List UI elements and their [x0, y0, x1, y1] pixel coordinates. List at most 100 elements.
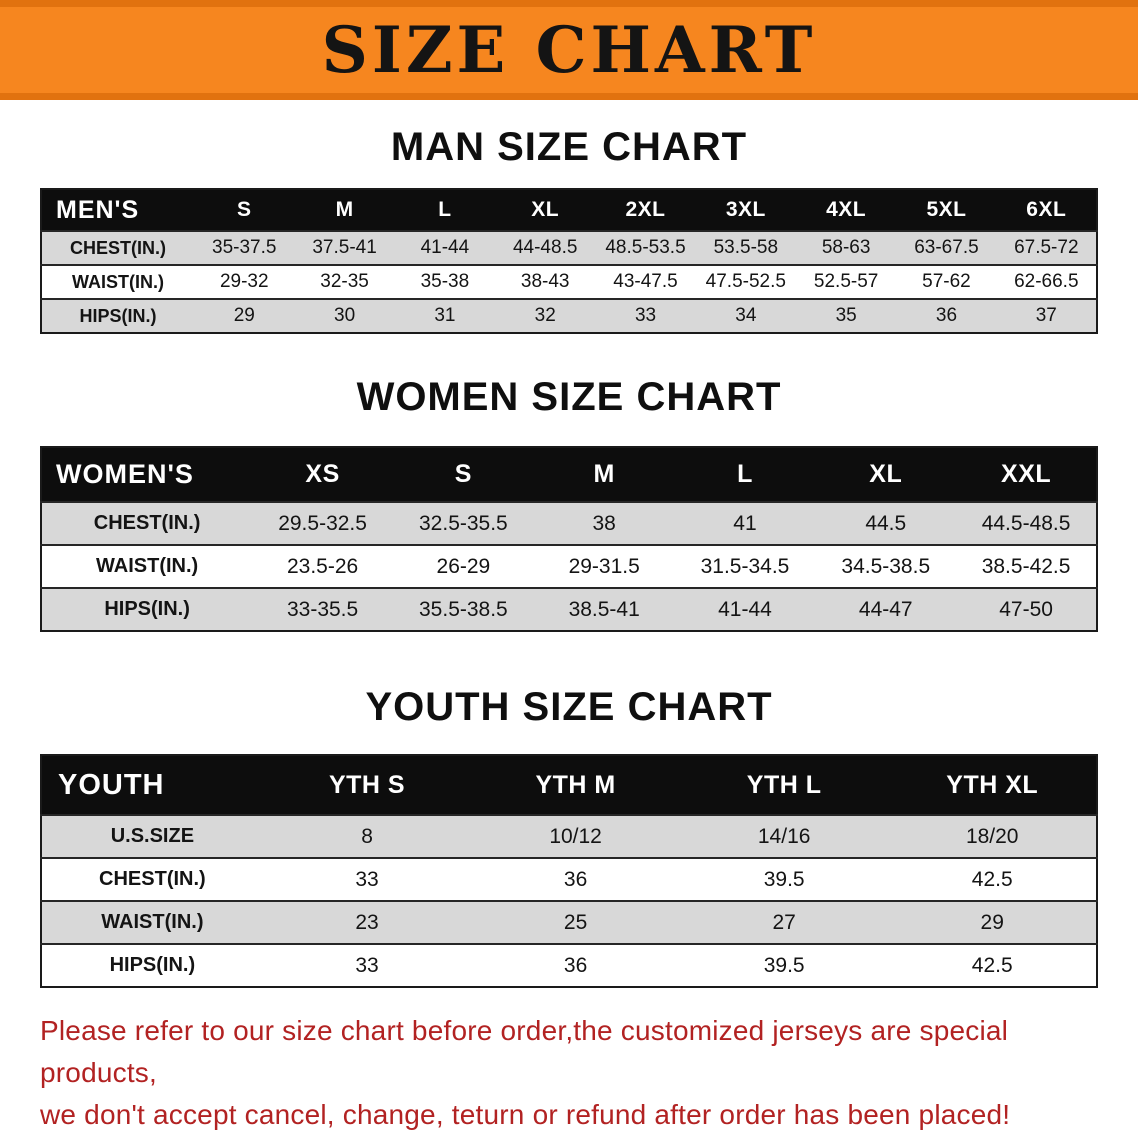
size-value-cell: 31 — [394, 298, 496, 333]
banner-title: SIZE CHART — [321, 12, 817, 88]
size-column-header: YTH XL — [888, 755, 1097, 815]
size-column-header: M — [533, 447, 675, 502]
youth-section-heading: YOUTH SIZE CHART — [365, 685, 773, 729]
size-value-cell: 44.5 — [815, 501, 957, 545]
size-value-cell: 44-48.5 — [495, 230, 596, 265]
size-value-cell: 47.5-52.5 — [695, 264, 796, 299]
size-value-cell: 10/12 — [471, 814, 680, 858]
size-value-cell: 38.5-42.5 — [956, 544, 1097, 588]
women-table-wrap: WOMEN'S XS S M L XL XXL CHEST(IN.) 29.5-32.5 32.5… — [40, 446, 1098, 632]
size-value-cell: 18/20 — [888, 814, 1097, 858]
size-value-cell: 38-43 — [495, 264, 596, 299]
table-row: U.S.SIZE 8 10/12 14/16 18/20 — [41, 814, 1097, 858]
size-value-cell: 44.5-48.5 — [956, 501, 1097, 545]
men-size-table: MEN'S S M L XL 2XL 3XL 4XL 5XL 6XL CHEST(IN.) 35-37… — [40, 188, 1098, 334]
disclaimer-line-2: we don't accept cancel, change, teturn o… — [40, 1099, 1011, 1130]
size-column-header: L — [394, 189, 496, 231]
size-value-cell: 29 — [888, 900, 1097, 944]
table-row: WAIST(IN.) 23 25 27 29 — [41, 900, 1097, 944]
size-value-cell: 38.5-41 — [533, 587, 675, 631]
header-row: MEN'S S M L XL 2XL 3XL 4XL 5XL 6XL — [41, 189, 1097, 231]
size-value-cell: 39.5 — [679, 943, 889, 987]
size-value-cell: 25 — [471, 900, 680, 944]
size-column-header: XS — [252, 447, 393, 502]
size-value-cell: 62-66.5 — [996, 264, 1097, 299]
size-column-header: XL — [815, 447, 957, 502]
table-row: HIPS(IN.) 33-35.5 35.5-38.5 38.5-41 41-44 44-… — [41, 587, 1097, 631]
size-column-header: YTH L — [679, 755, 889, 815]
size-column-header: 6XL — [996, 189, 1097, 231]
size-value-cell: 32.5-35.5 — [392, 501, 534, 545]
size-value-cell: 23 — [262, 900, 472, 944]
table-row: CHEST(IN.) 29.5-32.5 32.5-35.5 38 41 44.5 44.5… — [41, 501, 1097, 545]
measurement-row-label: HIPS(IN.) — [41, 943, 263, 987]
measurement-row-label: HIPS(IN.) — [41, 298, 195, 333]
size-value-cell: 34.5-38.5 — [815, 544, 957, 588]
size-value-cell: 52.5-57 — [795, 264, 897, 299]
women-size-section: WOMEN SIZE CHART WOMEN'S XS S M L XL XXL CHEST(… — [0, 374, 1138, 632]
size-value-cell: 32 — [495, 298, 596, 333]
measurement-row-label: WAIST(IN.) — [41, 264, 195, 299]
size-value-cell: 14/16 — [679, 814, 889, 858]
table-corner-label: MEN'S — [41, 189, 195, 231]
size-value-cell: 44-47 — [815, 587, 957, 631]
size-column-header: YTH S — [262, 755, 472, 815]
men-table-wrap: MEN'S S M L XL 2XL 3XL 4XL 5XL 6XL CHEST(IN.) 35-37… — [40, 188, 1098, 334]
table-row: WAIST(IN.) 23.5-26 26-29 29-31.5 31.5-34.5 34… — [41, 544, 1097, 588]
measurement-row-label: U.S.SIZE — [41, 814, 263, 858]
size-value-cell: 29.5-32.5 — [252, 501, 393, 545]
size-value-cell: 57-62 — [896, 264, 997, 299]
size-value-cell: 8 — [262, 814, 472, 858]
size-value-cell: 36 — [471, 857, 680, 901]
measurement-row-label: CHEST(IN.) — [41, 501, 253, 545]
size-value-cell: 37 — [996, 298, 1097, 333]
size-value-cell: 23.5-26 — [252, 544, 393, 588]
size-value-cell: 31.5-34.5 — [674, 544, 816, 588]
men-section-heading: MAN SIZE CHART — [390, 125, 748, 169]
size-value-cell: 33 — [595, 298, 696, 333]
measurement-row-label: WAIST(IN.) — [41, 900, 263, 944]
size-value-cell: 29-32 — [194, 264, 295, 299]
size-value-cell: 35-38 — [394, 264, 496, 299]
size-column-header: M — [294, 189, 395, 231]
youth-size-table: YOUTH YTH S YTH M YTH L YTH XL U.S.SIZE 8 10/12… — [40, 754, 1098, 988]
table-row: CHEST(IN.) 33 36 39.5 42.5 — [41, 857, 1097, 901]
size-column-header: YTH M — [471, 755, 680, 815]
size-value-cell: 30 — [294, 298, 395, 333]
table-corner-label: YOUTH — [41, 755, 263, 815]
size-column-header: S — [392, 447, 534, 502]
youth-table-wrap: YOUTH YTH S YTH M YTH L YTH XL U.S.SIZE 8 10/12… — [40, 754, 1098, 988]
size-value-cell: 41 — [674, 501, 816, 545]
size-column-header: 4XL — [795, 189, 897, 231]
measurement-row-label: HIPS(IN.) — [41, 587, 253, 631]
size-value-cell: 36 — [471, 943, 680, 987]
disclaimer-line-1: Please refer to our size chart before or… — [40, 1015, 1009, 1088]
size-value-cell: 33 — [262, 943, 472, 987]
size-value-cell: 41-44 — [674, 587, 816, 631]
disclaimer: Please refer to our size chart before or… — [40, 1010, 1118, 1136]
size-value-cell: 67.5-72 — [996, 230, 1097, 265]
size-value-cell: 26-29 — [392, 544, 534, 588]
size-column-header: 2XL — [595, 189, 696, 231]
size-column-header: XXL — [956, 447, 1097, 502]
table-row: HIPS(IN.) 33 36 39.5 42.5 — [41, 943, 1097, 987]
size-value-cell: 37.5-41 — [294, 230, 395, 265]
table-row: HIPS(IN.) 29 30 31 32 33 34 35 36 37 — [41, 298, 1097, 333]
table-corner-label: WOMEN'S — [41, 447, 253, 502]
size-value-cell: 33-35.5 — [252, 587, 393, 631]
size-value-cell: 29-31.5 — [533, 544, 675, 588]
size-value-cell: 34 — [695, 298, 796, 333]
size-column-header: L — [674, 447, 816, 502]
size-column-header: XL — [495, 189, 596, 231]
size-value-cell: 35-37.5 — [194, 230, 295, 265]
size-value-cell: 42.5 — [888, 857, 1097, 901]
size-value-cell: 53.5-58 — [695, 230, 796, 265]
men-size-section: MAN SIZE CHART MEN'S S M L XL 2XL 3XL 4XL 5XL 6XL… — [0, 124, 1138, 334]
header-row: YOUTH YTH S YTH M YTH L YTH XL — [41, 755, 1097, 815]
size-value-cell: 63-67.5 — [896, 230, 997, 265]
size-value-cell: 41-44 — [394, 230, 496, 265]
size-value-cell: 35.5-38.5 — [392, 587, 534, 631]
size-value-cell: 39.5 — [679, 857, 889, 901]
size-value-cell: 36 — [896, 298, 997, 333]
size-column-header: 3XL — [695, 189, 796, 231]
